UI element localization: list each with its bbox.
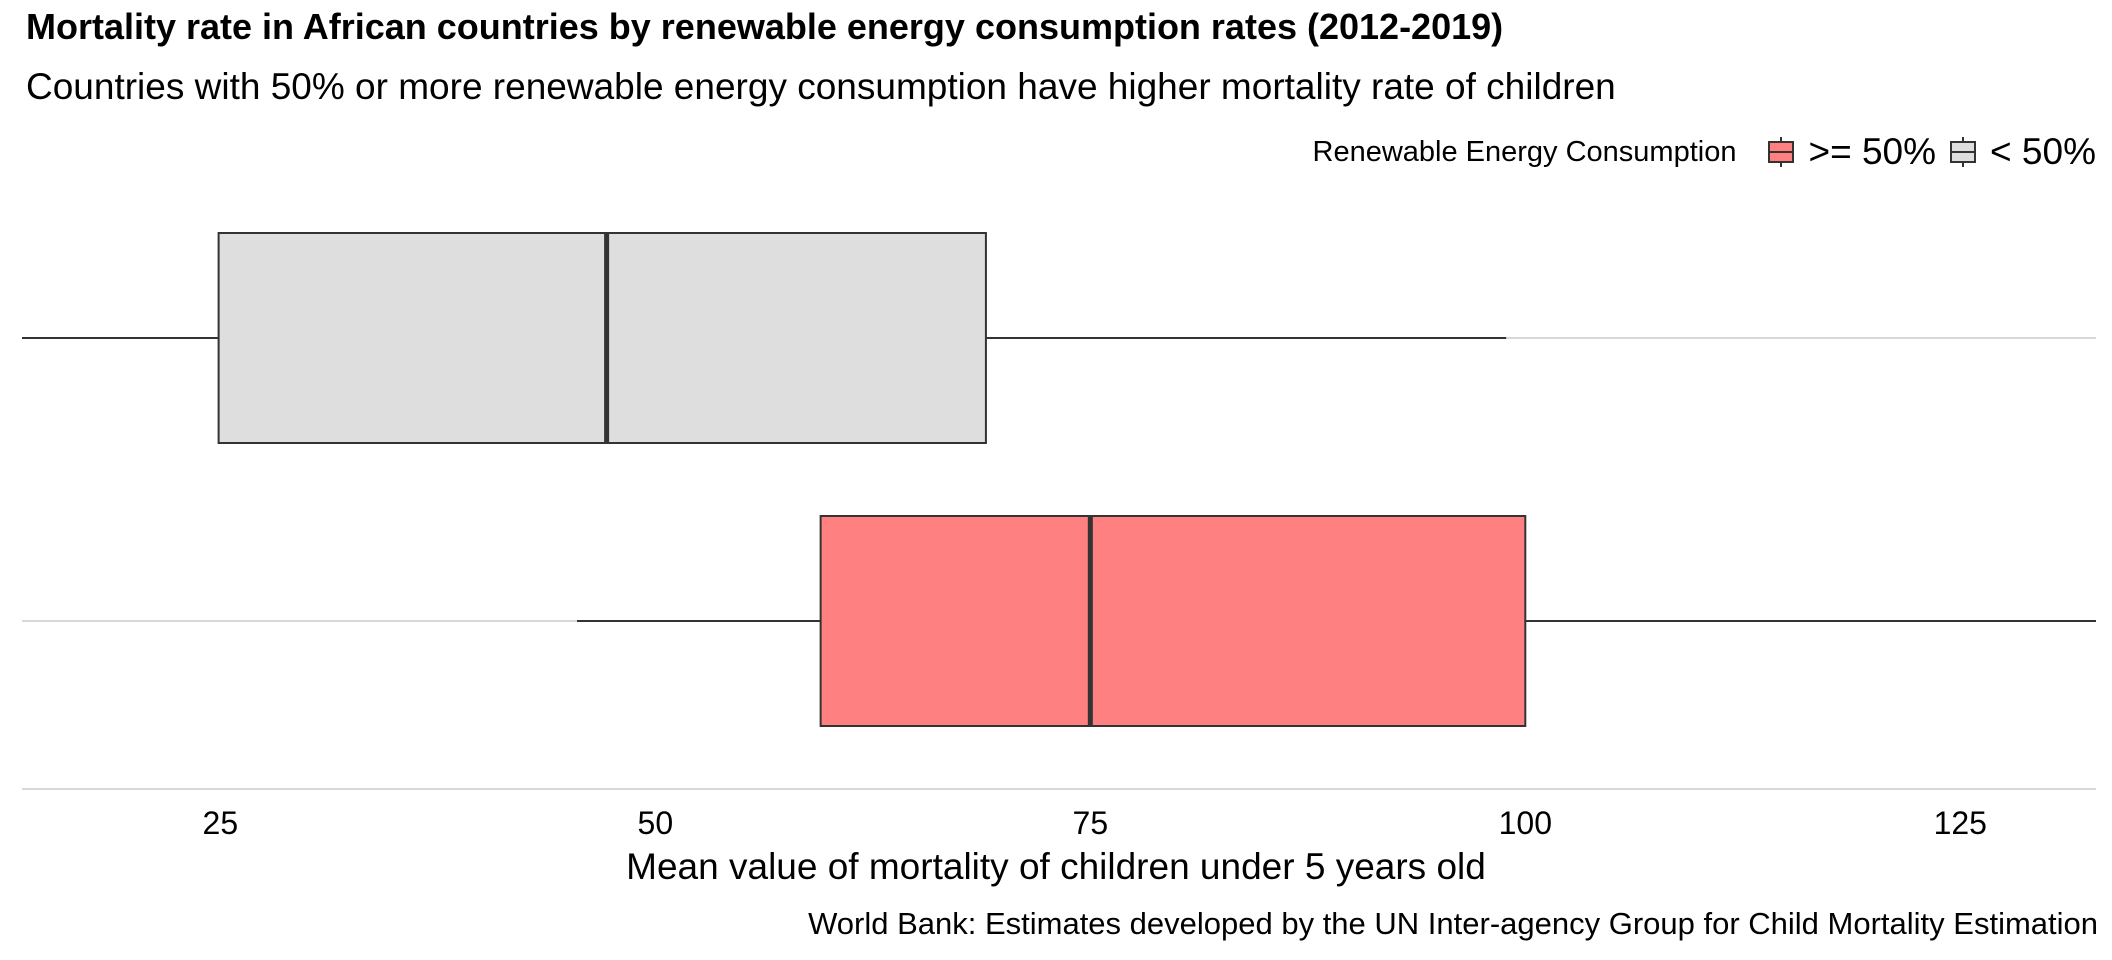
x-tick-label: 50 <box>638 805 674 841</box>
legend-item-high: >= 50% <box>1764 131 1936 173</box>
x-axis-ticks: 25 50 75 100 125 <box>203 805 1987 841</box>
legend-key-low <box>1950 137 1977 167</box>
x-tick-label: 100 <box>1499 805 1552 841</box>
legend-key-high <box>1768 137 1795 167</box>
boxes <box>22 232 2096 727</box>
x-axis-label: Mean value of mortality of children unde… <box>626 846 1486 887</box>
x-tick-label: 75 <box>1073 805 1109 841</box>
x-tick-label: 125 <box>1934 805 1987 841</box>
box-iqr <box>217 232 987 444</box>
legend-item-low: < 50% <box>1946 131 2096 173</box>
legend-label-low: < 50% <box>1990 131 2096 172</box>
legend: Renewable Energy Consumption >= 50% < 50… <box>1313 128 2097 176</box>
chart-caption: World Bank: Estimates developed by the U… <box>808 906 2098 941</box>
box-low <box>22 232 1507 444</box>
box-iqr <box>819 515 1527 727</box>
chart-subtitle: Countries with 50% or more renewable ene… <box>26 66 1616 107</box>
box-high <box>577 515 2096 727</box>
legend-label-high: >= 50% <box>1808 131 1937 172</box>
legend-title: Renewable Energy Consumption <box>1312 135 1737 168</box>
x-tick-label: 25 <box>203 805 239 841</box>
chart-title: Mortality rate in African countries by r… <box>26 6 1504 47</box>
